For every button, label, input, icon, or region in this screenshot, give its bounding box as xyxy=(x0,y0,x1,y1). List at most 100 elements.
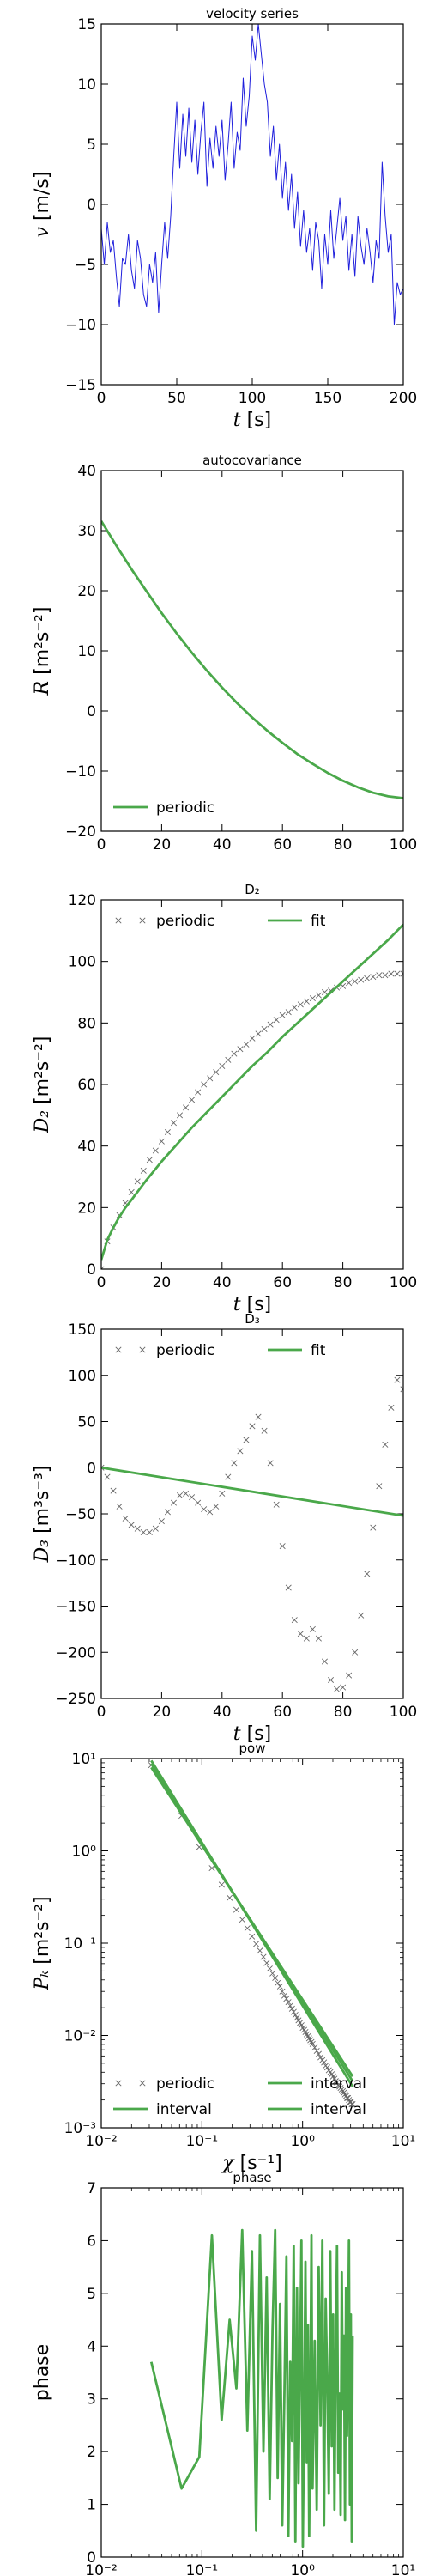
data-point xyxy=(309,2039,314,2044)
data-point xyxy=(304,999,309,1004)
data-point xyxy=(253,1941,258,1947)
data-point xyxy=(262,1026,267,1031)
legend-label: periodic xyxy=(156,1342,214,1359)
data-point xyxy=(389,1405,394,1410)
y-tick-label: 10⁻³ xyxy=(64,2120,96,2137)
axes-frame xyxy=(101,1329,403,1698)
y-tick-label: 100 xyxy=(69,954,96,971)
data-point xyxy=(165,1129,170,1134)
legend-marker xyxy=(116,2081,121,2086)
y-tick-label: 5 xyxy=(87,137,96,154)
y-tick-label: 6 xyxy=(87,2233,96,2250)
data-point xyxy=(141,1168,146,1173)
y-tick-label: −150 xyxy=(56,1599,96,1616)
data-point xyxy=(304,1636,309,1641)
legend-label: fit xyxy=(311,913,326,930)
series-line xyxy=(101,1467,403,1516)
data-point xyxy=(226,1057,231,1062)
data-point xyxy=(268,1022,273,1027)
data-point xyxy=(274,1502,279,1507)
y-tick-label: 120 xyxy=(69,892,96,909)
chart-title: velocity series xyxy=(206,6,299,21)
x-tick-label: 10¹ xyxy=(391,2133,415,2150)
x-tick-label: 10⁰ xyxy=(290,2133,315,2150)
chart-0: velocity series 0 50 100 150 200 −15 −10 −5 0 5 10 1… xyxy=(32,6,417,431)
x-tick-label: 60 xyxy=(273,836,292,854)
data-point xyxy=(334,1686,339,1692)
y-tick-label: 3 xyxy=(87,2391,96,2409)
data-point xyxy=(292,1005,297,1010)
data-point xyxy=(395,1377,400,1382)
chart-title: phase xyxy=(233,2170,271,2185)
x-tick-label: 60 xyxy=(273,1704,292,1721)
x-tick-label: 0 xyxy=(97,1704,106,1721)
x-tick-label: 100 xyxy=(390,1274,417,1291)
y-tick-label: 10¹ xyxy=(72,1751,96,1768)
data-point xyxy=(280,1543,285,1548)
data-point xyxy=(147,1157,152,1163)
plot-area xyxy=(99,1377,406,1692)
x-tick-label: 80 xyxy=(334,1274,353,1291)
y-axis-label: D₂ [m²s⁻²] xyxy=(32,1036,53,1134)
legend-label: periodic xyxy=(156,2075,214,2093)
y-tick-label: 4 xyxy=(87,2338,96,2355)
data-point xyxy=(244,1437,249,1443)
data-point xyxy=(195,1500,200,1505)
data-point xyxy=(135,1179,140,1184)
y-tick-label: −250 xyxy=(56,1691,96,1708)
x-tick-label: 150 xyxy=(314,390,341,407)
data-point xyxy=(267,1965,272,1971)
x-tick-label: 80 xyxy=(334,836,353,854)
x-tick-label: 200 xyxy=(390,390,417,407)
data-point xyxy=(249,1934,254,1939)
x-tick-label: 20 xyxy=(153,1274,172,1291)
x-tick-label: 40 xyxy=(213,1704,232,1721)
data-point xyxy=(219,1882,224,1887)
series-line xyxy=(151,2230,353,2547)
axes-frame xyxy=(101,24,403,385)
chart-title: autocovariance xyxy=(202,453,302,468)
data-point xyxy=(359,977,364,982)
legend: periodic fit xyxy=(116,913,326,930)
y-tick-label: −20 xyxy=(65,823,96,841)
y-tick-label: 60 xyxy=(77,1077,96,1094)
y-tick-label: 40 xyxy=(77,1139,96,1156)
x-tick-label: 100 xyxy=(239,390,266,407)
y-axis-label: R [m²s⁻²] xyxy=(32,607,53,696)
y-tick-label: 100 xyxy=(69,1368,96,1385)
data-point xyxy=(395,971,400,976)
data-point xyxy=(256,1414,261,1419)
data-point xyxy=(189,1097,194,1103)
x-tick-label: 40 xyxy=(213,836,232,854)
series-markers xyxy=(99,971,406,1272)
data-point xyxy=(239,1917,245,1922)
y-tick-label: −100 xyxy=(56,1552,96,1570)
series-line xyxy=(101,521,403,799)
chart-title: pow xyxy=(239,1741,266,1756)
data-point xyxy=(322,1659,327,1664)
data-point xyxy=(322,989,327,994)
y-tick-label: −10 xyxy=(65,763,96,781)
y-axis-label: phase xyxy=(32,2344,53,2401)
data-point xyxy=(377,973,382,978)
data-point xyxy=(352,979,357,984)
data-point xyxy=(171,1121,176,1126)
y-tick-label: 80 xyxy=(77,1015,96,1032)
data-point xyxy=(238,1047,243,1052)
data-point xyxy=(135,1526,140,1531)
chart-2: D₂ 0 20 40 60 80 100 0 20 40 60 80 100 120 t [s] D₂ [m²… xyxy=(32,882,417,1315)
data-point xyxy=(227,1895,232,1900)
y-tick-label: 40 xyxy=(77,463,96,480)
chart-3: D₃ 0 20 40 60 80 100 −250 −200 −150 −100 −50 0 50 100 1… xyxy=(32,1311,417,1745)
x-tick-label: 20 xyxy=(153,836,172,854)
y-tick-label: 10⁻² xyxy=(64,2028,96,2045)
data-point xyxy=(250,1424,255,1429)
y-tick-label: −5 xyxy=(75,257,96,274)
data-point xyxy=(346,981,351,986)
series-line xyxy=(101,24,403,325)
data-point xyxy=(298,1002,303,1007)
data-point xyxy=(123,1516,128,1521)
y-tick-label: 0 xyxy=(87,1261,96,1279)
x-tick-label: 60 xyxy=(273,1274,292,1291)
